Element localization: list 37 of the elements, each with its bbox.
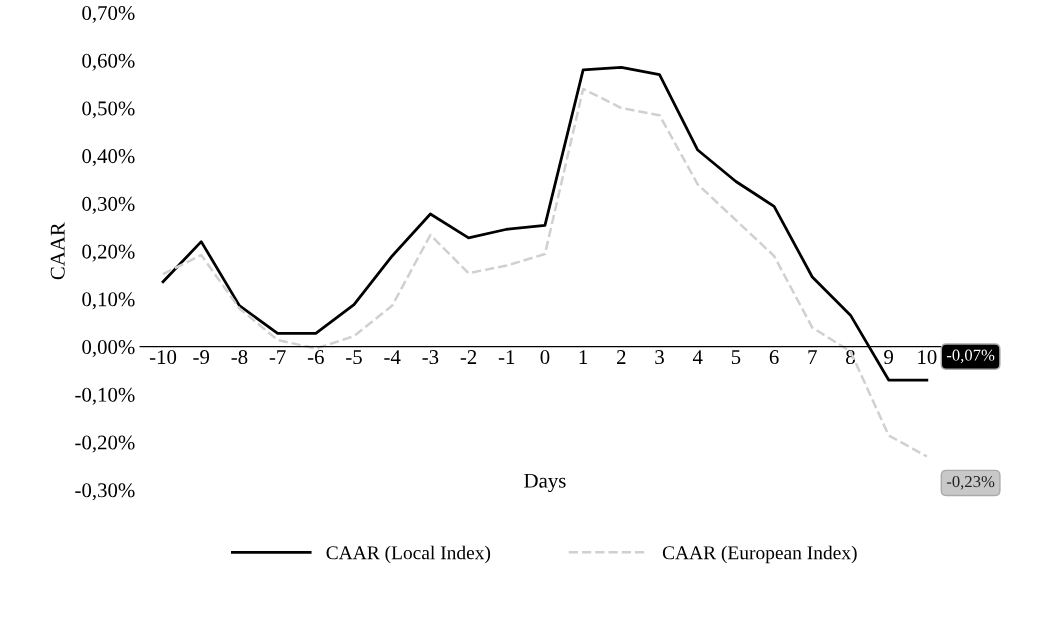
y-tick-label: 0,30% [82, 196, 135, 214]
x-tick-label: 2 [617, 350, 626, 364]
x-tick-label: 10 [918, 350, 937, 365]
data-label: -0,23% [946, 475, 995, 490]
x-tick-label: 0 [540, 350, 550, 365]
x-tick-label: -3 [422, 350, 439, 365]
x-tick-label: -8 [231, 350, 248, 365]
y-tick-label: -0,20% [75, 435, 135, 453]
x-tick-label: -4 [384, 350, 401, 364]
y-tick-label: 0,00% [82, 340, 135, 358]
y-tick-label: 0,50% [82, 101, 135, 119]
x-tick-label: 3 [655, 350, 664, 365]
x-tick-label: 6 [769, 350, 779, 365]
x-tick-label: -1 [498, 350, 515, 364]
x-tick-label: 9 [884, 350, 894, 365]
y-axis-title: CAAR [50, 222, 65, 280]
x-tick-label: 1 [579, 350, 588, 364]
x-tick-label: -2 [460, 350, 477, 364]
data-label: -0,07% [946, 349, 995, 364]
x-axis-title: Days [524, 473, 566, 493]
y-tick-label: 0,40% [82, 149, 135, 167]
x-tick-label: -7 [269, 350, 286, 364]
y-tick-label: 0,70% [82, 5, 135, 23]
x-tick-label: -10 [149, 350, 177, 365]
x-tick-label: -9 [193, 350, 210, 365]
y-tick-label: -0,10% [75, 387, 135, 405]
legend-label: CAAR (Local Index) [326, 545, 491, 564]
y-tick-label: 0,20% [82, 244, 135, 262]
x-tick-label: 7 [808, 350, 817, 364]
x-tick-label: -6 [307, 350, 324, 365]
y-tick-label: 0,60% [82, 53, 135, 71]
x-tick-label: 5 [731, 350, 741, 365]
x-tick-label: -5 [346, 350, 362, 365]
x-tick-label: 4 [692, 350, 703, 364]
y-tick-label: 0,10% [82, 292, 135, 310]
legend-label: CAAR (European Index) [662, 545, 857, 564]
y-tick-label: -0,30% [75, 483, 135, 501]
